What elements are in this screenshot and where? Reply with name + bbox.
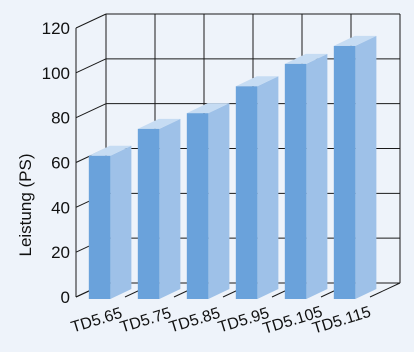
bar-top [137, 118, 181, 129]
bar-side [257, 76, 279, 300]
y-tick-label: 120 [42, 19, 70, 38]
bar [88, 145, 132, 299]
x-tick-label: TD5.75 [118, 305, 173, 337]
bar-top [88, 145, 132, 156]
y-tick-label: 80 [51, 109, 70, 128]
grid-depth-line [75, 58, 107, 74]
bar [284, 53, 328, 299]
bar-side [355, 35, 377, 299]
y-tick-label: 40 [51, 198, 70, 217]
bar-top [284, 53, 328, 64]
bar [137, 118, 181, 299]
bar-front [88, 155, 111, 299]
bar-side [208, 103, 230, 299]
x-tick-label: TD5.85 [167, 305, 222, 337]
grid-depth-line [75, 13, 107, 29]
bar-side [159, 118, 181, 299]
y-tick-label: 100 [42, 64, 70, 83]
y-tick-label: 0 [61, 288, 70, 307]
bar-side [110, 145, 132, 299]
bar-front [137, 128, 160, 299]
y-tick-label: 60 [51, 154, 70, 173]
bars [88, 35, 377, 300]
bar-top [333, 35, 377, 46]
bar-top [235, 76, 279, 87]
x-tick-label: TD5.65 [69, 305, 124, 337]
grid-depth-line [75, 103, 107, 119]
bar-top [186, 103, 230, 114]
floor-depth-line [369, 282, 401, 298]
bar-front [186, 113, 209, 299]
bar [186, 103, 230, 299]
bar [235, 76, 279, 300]
bar-front [284, 63, 307, 299]
y-axis-title: Leistung (PS) [16, 154, 35, 257]
bar-side [306, 53, 328, 299]
bar-front [235, 86, 258, 300]
bar-front [333, 45, 356, 299]
y-tick-label: 20 [51, 243, 70, 262]
bar [333, 35, 377, 299]
